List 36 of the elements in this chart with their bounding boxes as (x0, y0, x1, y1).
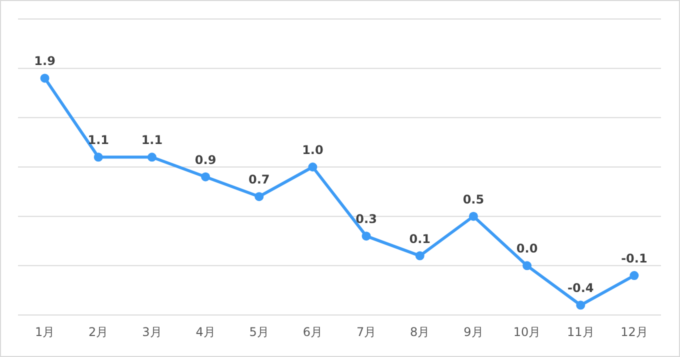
x-tick-label: 5月 (249, 325, 269, 339)
data-label: 0.1 (409, 232, 431, 246)
data-label: 1.1 (141, 133, 163, 148)
point (415, 251, 424, 260)
point (468, 212, 478, 221)
x-tick-label: 4月 (196, 325, 216, 339)
x-tick-label: 3月 (142, 325, 162, 339)
point (147, 152, 156, 162)
data-label: 0.5 (462, 192, 484, 206)
point (40, 74, 50, 83)
data-label: 0.3 (356, 212, 377, 226)
point (362, 232, 371, 241)
point (308, 162, 318, 172)
x-tick-label: 10月 (513, 325, 541, 339)
data-label: 0.7 (248, 172, 270, 187)
x-tick-label: 11月 (566, 325, 594, 339)
point (576, 300, 586, 310)
data-label: 1.0 (302, 143, 324, 157)
x-tick-label: 6月 (302, 325, 323, 339)
x-tick-label: 12月 (620, 325, 648, 339)
point (94, 152, 103, 162)
point (630, 271, 639, 280)
point (522, 261, 532, 270)
x-tick-label: 1月 (34, 325, 55, 339)
data-label: 1.9 (34, 54, 56, 68)
data-label: 1.1 (88, 133, 110, 148)
data-label: 0.0 (516, 242, 538, 256)
point (201, 172, 210, 182)
x-tick-label: 7月 (356, 325, 376, 339)
data-label: -0.4 (568, 281, 594, 296)
point (254, 192, 264, 202)
x-tick-label: 9月 (464, 325, 484, 339)
x-tick-label: 2月 (88, 325, 108, 339)
data-label: 0.9 (194, 152, 216, 167)
x-tick-label: 8月 (410, 325, 430, 339)
data-label: -0.1 (621, 252, 648, 266)
